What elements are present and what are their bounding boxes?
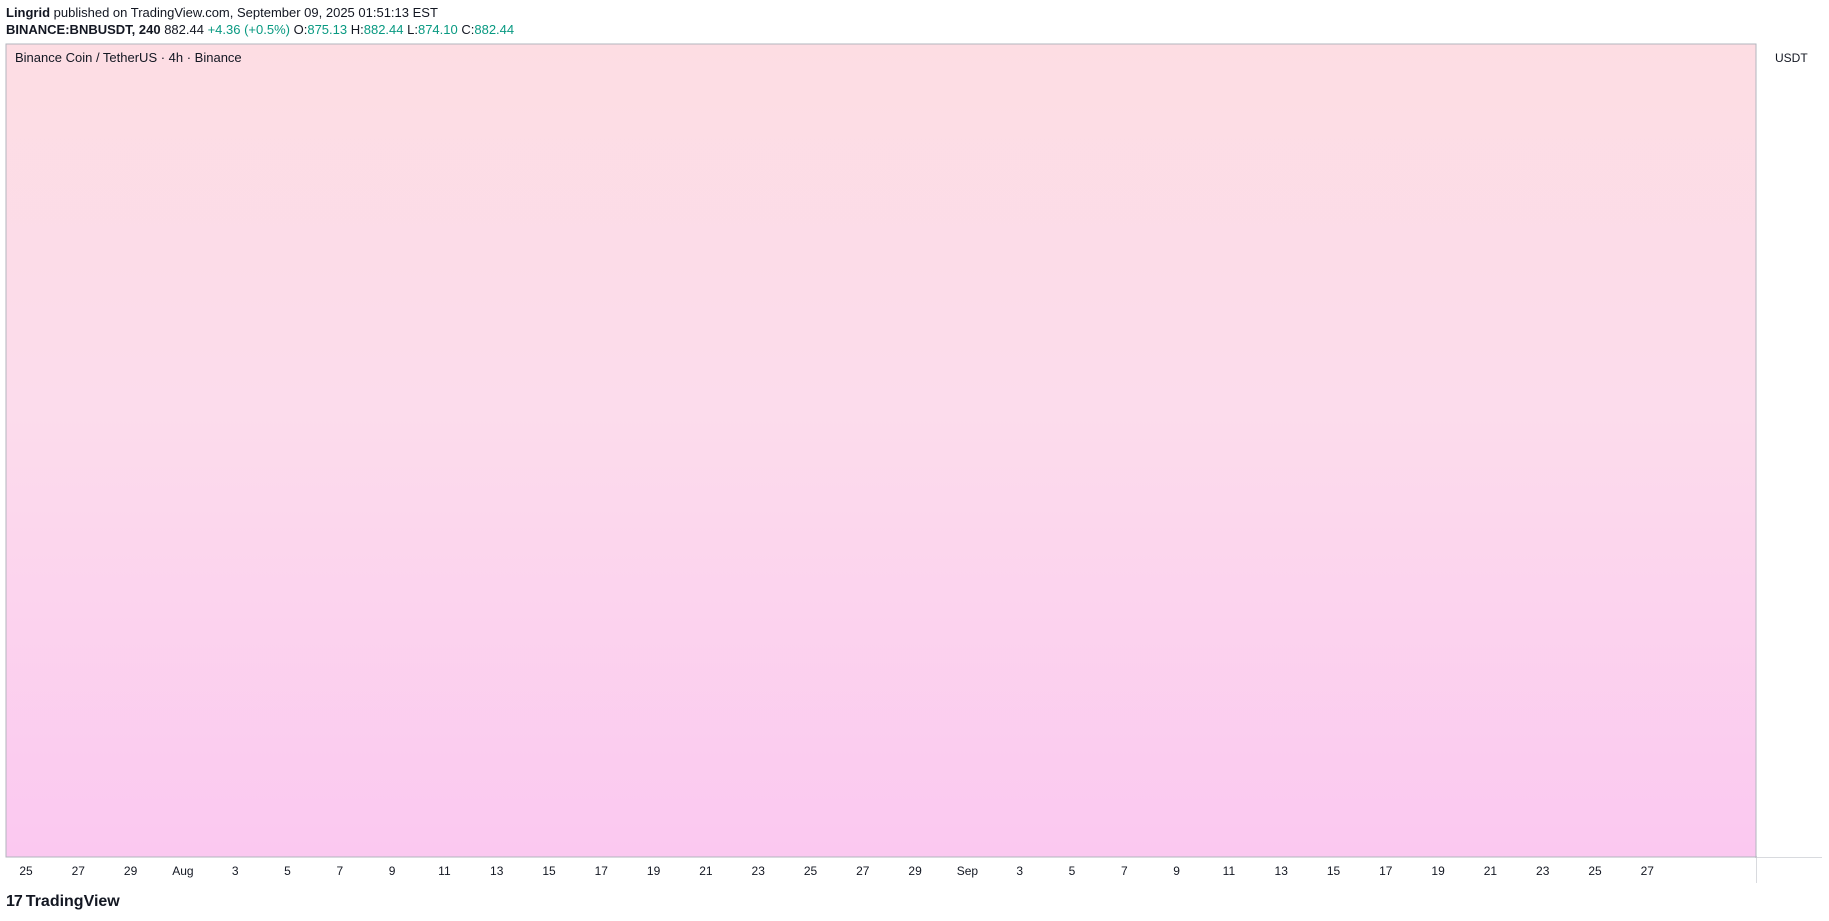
plot-background	[6, 44, 1756, 857]
time-tick-label: 29	[908, 864, 922, 878]
time-tick-label: 25	[804, 864, 818, 878]
time-tick-label: 19	[1431, 864, 1445, 878]
time-tick-label: 17	[595, 864, 609, 878]
price-change: +4.36 (+0.5%)	[207, 22, 290, 37]
symbol-header: BINANCE:BNBUSDT, 240 882.44 +4.36 (+0.5%…	[6, 22, 514, 37]
time-tick-label: 21	[1484, 864, 1498, 878]
low-label: L:	[407, 22, 418, 37]
time-tick-label: 23	[752, 864, 766, 878]
tradingview-logo-icon: 17	[6, 893, 23, 910]
time-tick-label: 11	[1223, 864, 1236, 878]
time-tick-label: 25	[19, 864, 33, 878]
time-tick-label: 27	[1641, 864, 1655, 878]
currency-label[interactable]: USDT	[1775, 51, 1808, 65]
time-tick-label: 27	[856, 864, 870, 878]
price-axis-background	[1757, 44, 1822, 857]
time-tick-label: 7	[1121, 864, 1128, 878]
last-price: 882.44	[164, 22, 204, 37]
tradingview-footer[interactable]: 17 TradingView	[6, 893, 120, 911]
low-value: 874.10	[417, 22, 458, 37]
time-tick-label: 19	[647, 864, 661, 878]
time-tick-label: 9	[1173, 864, 1180, 878]
publish-header: Lingrid published on TradingView.com, Se…	[6, 5, 438, 20]
time-tick-label: 5	[1069, 864, 1076, 878]
time-tick-label: 13	[1275, 864, 1289, 878]
time-tick-label: Sep	[957, 864, 979, 878]
high-label: H:	[350, 22, 364, 37]
time-tick-label: 13	[490, 864, 504, 878]
time-tick-label: 3	[1016, 864, 1023, 878]
time-tick-label: 25	[1588, 864, 1602, 878]
published-text: published on TradingView.com, September …	[50, 5, 438, 20]
close-label: C:	[461, 22, 475, 37]
time-tick-label: 5	[284, 864, 291, 878]
time-axis[interactable]: 25 27 29 Aug 3 5 7 9 11 13 15 17 19 21 23 25 27 29 Sep 3 5 7 9…	[19, 864, 1654, 878]
symbol-name: BINANCE:BNBUSDT, 240	[6, 22, 161, 37]
time-tick-label: 3	[232, 864, 239, 878]
time-tick-label: 9	[389, 864, 396, 878]
open-label: O:	[293, 22, 308, 37]
close-value: 882.44	[474, 22, 515, 37]
chart-title: Binance Coin / TetherUS · 4h · Binance	[15, 50, 242, 65]
time-tick-label: 11	[438, 864, 451, 878]
time-tick-label: 29	[124, 864, 138, 878]
time-tick-label: 27	[72, 864, 86, 878]
price-chart[interactable]: ★👁🚀⚒↓⚡LingridFOREX♛RESISTANCE zoneRESIST…	[0, 40, 1829, 890]
author-name[interactable]: Lingrid	[6, 5, 51, 20]
time-tick-label: 17	[1379, 864, 1393, 878]
time-tick-label: 23	[1536, 864, 1550, 878]
time-tick-label: Aug	[172, 864, 193, 878]
high-value: 882.44	[363, 22, 404, 37]
time-tick-label: 15	[1327, 864, 1341, 878]
time-tick-label: 21	[699, 864, 713, 878]
time-tick-label: 15	[542, 864, 556, 878]
open-value: 875.13	[307, 22, 348, 37]
time-tick-label: 7	[336, 864, 343, 878]
time-axis-background	[6, 858, 1756, 883]
tradingview-brand: TradingView	[25, 893, 120, 910]
